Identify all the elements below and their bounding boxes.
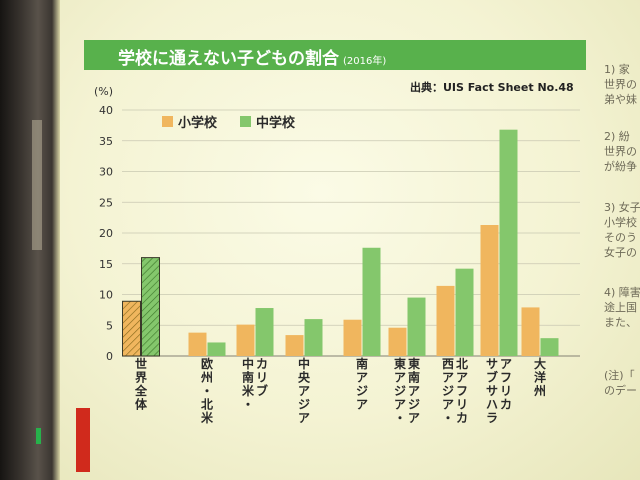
chart-title: 学校に通えない子どもの割合 (2016年) — [118, 44, 386, 69]
y-axis-ticks: 0 5 10 15 20 25 30 35 40 — [99, 104, 113, 363]
chart-title-year: (2016年) — [343, 56, 387, 67]
slide — [60, 0, 640, 480]
legend-swatch — [240, 116, 251, 127]
bar-secondary — [207, 342, 226, 356]
x-tick-label: 南アジア — [356, 356, 368, 412]
x-axis-labels: 世界全体 欧州・北米 中南米・カリブ 中央アジア 南アジア 東アジア・東南アジア 西アジア・… — [134, 356, 546, 425]
y-tick-label: 15 — [99, 258, 113, 271]
side-note-3: 3) 女子 小学校 そのう 女子の — [604, 201, 640, 259]
side-note-2: 2) 紛 世界の が紛争 — [604, 130, 637, 173]
side-note-4: 4) 障害 途上国 また、 — [604, 286, 640, 329]
legend-label: 小学校 — [178, 115, 218, 131]
y-tick-label: 40 — [99, 104, 113, 117]
y-tick-label: 0 — [106, 350, 113, 363]
x-tick-label: 中央アジア — [298, 356, 311, 425]
bar-secondary — [255, 308, 274, 356]
bar-primary — [122, 300, 141, 357]
green-marker — [36, 428, 41, 444]
x-tick-label: アフリカ — [500, 357, 512, 412]
x-tick-label: カリブ — [256, 357, 268, 398]
wall-strip — [32, 120, 42, 250]
bar-secondary — [499, 129, 518, 356]
bar-secondary — [141, 257, 160, 357]
y-tick-label: 10 — [99, 289, 113, 302]
bar-secondary — [407, 297, 426, 356]
y-tick-label: 25 — [99, 196, 113, 209]
bar-primary — [285, 335, 304, 356]
x-tick-label: 世界全体 — [134, 356, 148, 412]
legend-swatch — [162, 116, 173, 127]
bar-primary — [480, 225, 499, 356]
x-tick-label: 東アジア・ — [394, 356, 406, 425]
bar-primary — [521, 307, 540, 356]
red-marker — [76, 408, 90, 472]
bar-secondary — [455, 268, 474, 356]
y-tick-label: 35 — [99, 135, 113, 148]
bar-primary — [236, 324, 255, 356]
side-note-5: (注)「 のデー — [604, 369, 637, 397]
x-tick-label: 西アジア・ — [442, 357, 454, 425]
title-bar: 学校に通えない子どもの割合 (2016年) — [84, 40, 586, 70]
y-tick-label: 5 — [106, 319, 113, 332]
x-tick-label: 北アフリカ — [456, 356, 468, 425]
bar-secondary — [540, 338, 559, 356]
x-tick-label: 中南米・ — [242, 356, 255, 412]
bar-primary — [388, 327, 407, 356]
bar-secondary — [362, 247, 381, 356]
bar-primary — [343, 319, 362, 356]
side-note-1: 1) 家 世界の 弟や妹 — [604, 63, 637, 106]
y-tick-label: 30 — [99, 166, 113, 179]
bars — [122, 129, 559, 357]
legend: 小学校 中学校 — [162, 115, 296, 131]
legend-label: 中学校 — [256, 115, 296, 131]
x-tick-label: サブサハラ — [486, 357, 498, 425]
x-tick-label: 大洋州 — [533, 356, 546, 398]
bar-primary — [188, 332, 207, 356]
x-tick-label: 欧州・北米 — [200, 356, 214, 425]
source-note: 出典：UIS Fact Sheet No.48 — [410, 81, 574, 94]
bar-primary — [436, 285, 455, 356]
chart-title-text: 学校に通えない子どもの割合 — [118, 49, 339, 69]
y-tick-label: 20 — [99, 227, 113, 240]
x-tick-label: 東南アジア — [408, 356, 420, 425]
bar-secondary — [304, 319, 323, 356]
y-axis-label: (%) — [94, 85, 113, 98]
